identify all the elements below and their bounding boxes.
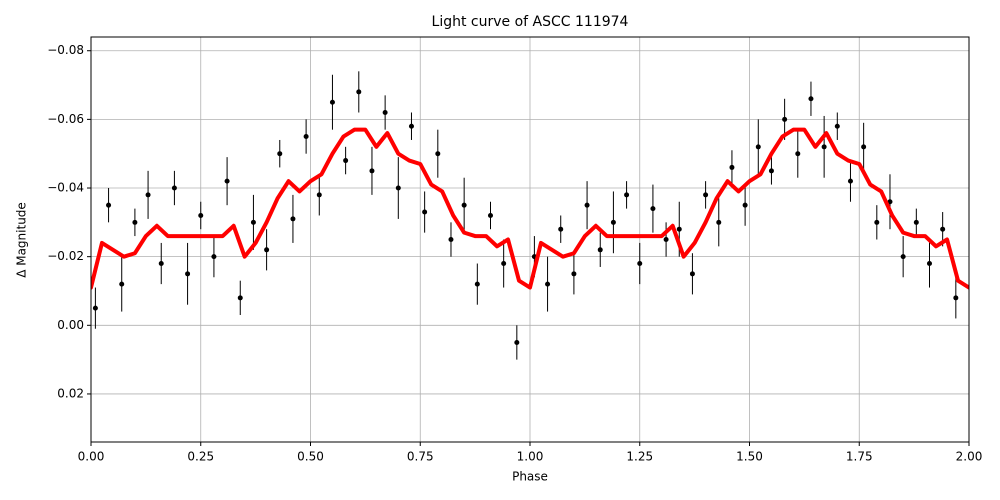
data-point xyxy=(676,226,682,232)
y-tick-label: 0.00 xyxy=(57,318,84,332)
x-axis-label: Phase xyxy=(512,470,548,484)
data-point xyxy=(461,202,467,208)
data-point xyxy=(316,192,322,198)
data-point xyxy=(290,216,296,222)
data-point xyxy=(158,261,164,267)
data-point xyxy=(834,123,840,129)
grid xyxy=(90,37,970,442)
data-point xyxy=(145,192,151,198)
data-point xyxy=(264,247,270,253)
y-tick-label: 0.02 xyxy=(57,386,84,400)
data-point xyxy=(514,339,520,345)
data-point xyxy=(742,202,748,208)
data-point xyxy=(343,158,349,164)
data-point xyxy=(808,96,814,102)
data-point xyxy=(729,164,735,170)
data-point xyxy=(689,271,695,277)
x-tick-label: 1.25 xyxy=(626,450,653,464)
data-point xyxy=(435,151,441,157)
data-point xyxy=(303,134,309,140)
data-point xyxy=(940,226,946,232)
data-point xyxy=(185,271,191,277)
x-tick-label: 0.50 xyxy=(297,450,324,464)
data-point xyxy=(597,247,603,253)
data-point xyxy=(106,202,112,208)
data-point xyxy=(558,226,564,232)
data-point xyxy=(92,305,98,311)
y-tick-label: −0.04 xyxy=(47,181,84,195)
data-point xyxy=(382,110,388,116)
data-point xyxy=(422,209,428,215)
data-point xyxy=(716,219,722,225)
data-point xyxy=(487,212,493,218)
data-point xyxy=(782,116,788,122)
data-point xyxy=(224,178,230,184)
plot-area xyxy=(91,71,969,360)
data-point xyxy=(847,178,853,184)
data-point xyxy=(277,151,283,157)
ticks: 0.00 0.25 0.50 0.75 1.00 1.25 1.50 1.75 2.00 −0.0… xyxy=(47,43,982,463)
data-point xyxy=(571,271,577,277)
data-point xyxy=(650,206,656,212)
data-point xyxy=(703,192,709,198)
data-point xyxy=(637,261,643,267)
data-point xyxy=(369,168,375,174)
y-axis-label: Δ Magnitude xyxy=(15,202,29,278)
data-point xyxy=(624,192,630,198)
data-point xyxy=(755,144,761,150)
data-point xyxy=(913,219,919,225)
data-point xyxy=(887,199,893,205)
y-tick-label: −0.02 xyxy=(47,249,84,263)
data-point xyxy=(768,168,774,174)
x-tick-label: 1.00 xyxy=(517,450,544,464)
x-tick-label: 2.00 xyxy=(956,450,983,464)
data-point xyxy=(448,237,454,242)
x-tick-label: 1.50 xyxy=(736,450,763,464)
data-point xyxy=(821,144,827,150)
data-point xyxy=(663,237,669,242)
x-tick-label: 0.25 xyxy=(187,450,214,464)
data-point xyxy=(171,185,177,191)
y-tick-label: −0.06 xyxy=(47,112,84,126)
data-point xyxy=(250,219,256,225)
data-point xyxy=(329,99,335,105)
data-point xyxy=(132,219,138,225)
data-point xyxy=(211,254,217,260)
data-point xyxy=(119,281,125,287)
x-tick-label: 0.75 xyxy=(407,450,434,464)
trend-line xyxy=(91,127,969,290)
data-point xyxy=(501,261,507,267)
data-point xyxy=(926,261,932,267)
data-point xyxy=(474,281,480,287)
data-point xyxy=(610,219,616,225)
data-point xyxy=(874,219,880,225)
data-point xyxy=(584,202,590,208)
data-point xyxy=(953,295,959,301)
data-point xyxy=(395,185,401,191)
x-tick-label: 0.00 xyxy=(78,450,105,464)
data-point xyxy=(900,254,906,260)
data-point xyxy=(356,89,362,95)
chart-title: Light curve of ASCC 111974 xyxy=(432,14,629,30)
data-point xyxy=(408,123,414,129)
data-point xyxy=(237,295,243,301)
x-tick-label: 1.75 xyxy=(846,450,873,464)
data-point xyxy=(861,144,867,150)
data-point xyxy=(795,151,801,157)
data-point xyxy=(545,281,551,287)
y-tick-label: −0.08 xyxy=(47,43,84,57)
data-point xyxy=(198,212,204,218)
